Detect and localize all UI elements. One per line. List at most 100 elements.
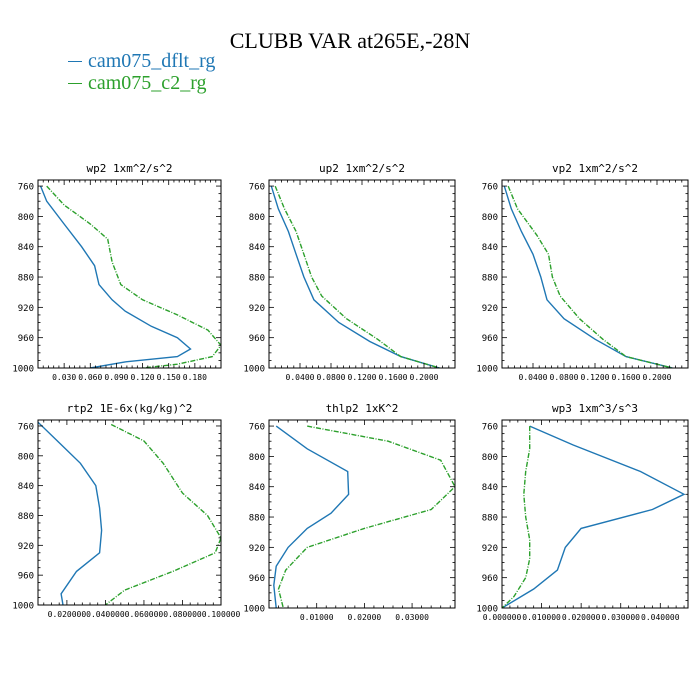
x-tick-label: 0.180 [183, 373, 207, 382]
y-tick-label: 920 [249, 544, 265, 554]
series-line-dflt [502, 425, 686, 608]
y-tick-label: 800 [482, 213, 498, 223]
y-tick-label: 880 [18, 274, 34, 284]
panel-title: vp2 1xm^2/s^2 [552, 162, 638, 175]
y-tick-label: 1000 [12, 602, 34, 612]
series-line-c2 [502, 426, 531, 608]
y-tick-label: 760 [249, 183, 265, 193]
series-line-dflt [38, 421, 103, 605]
y-tick-label: 1000 [476, 605, 498, 615]
chart-panel-2: vp2 1xm^2/s^2 760 800 840 880 920 960 1000 0.040… [476, 162, 689, 382]
y-tick-label: 800 [18, 452, 34, 462]
y-tick-label: 1000 [243, 605, 265, 615]
series-line-c2 [46, 185, 221, 368]
chart-panel-1: up2 1xm^2/s^2 760 800 840 880 920 960 1000 0.040… [243, 162, 456, 382]
y-tick-label: 760 [18, 422, 34, 432]
chart-panel-0: wp2 1xm^2/s^2 760 800 840 880 920 960 1000 0.030… [12, 162, 222, 382]
x-tick-label: 0.120 [131, 373, 155, 382]
x-tick-label: 0.02000 [348, 613, 382, 622]
y-tick-label: 920 [482, 544, 498, 554]
x-tick-label: 0.01000 [300, 613, 334, 622]
x-tick-label: 0.030000 [601, 613, 640, 622]
legend-item-c2: cam075_c2_rg [68, 72, 215, 94]
x-tick-label: 0.000000 [483, 613, 522, 622]
series-line-c2 [274, 185, 440, 368]
y-tick-label: 960 [18, 334, 34, 344]
plot-frame [268, 179, 456, 369]
x-tick-label: 0.090 [104, 373, 128, 382]
series-line-dflt [503, 185, 673, 368]
y-tick-label: 960 [249, 334, 265, 344]
x-tick-label: 0.030 [52, 373, 76, 382]
panel-title: thlp2 1xK^2 [326, 402, 399, 415]
figure-title: CLUBB VAR at265E,-28N [229, 28, 471, 53]
panel-title: up2 1xm^2/s^2 [319, 162, 405, 175]
y-tick-label: 840 [18, 243, 34, 253]
panel-title: rtp2 1E-6x(kg/kg)^2 [67, 402, 193, 415]
y-tick-label: 840 [482, 483, 498, 493]
panel-title: wp2 1xm^2/s^2 [86, 162, 172, 175]
y-tick-label: 960 [482, 334, 498, 344]
y-tick-label: 920 [18, 542, 34, 552]
chart-panel-3: rtp2 1E-6x(kg/kg)^2 760 800 840 880 920 960 100… [12, 402, 240, 619]
y-tick-label: 880 [482, 274, 498, 284]
x-tick-label: 0.010000 [522, 613, 561, 622]
y-tick-label: 880 [249, 514, 265, 524]
legend-label-c2: cam075_c2_rg [88, 71, 207, 94]
plot-frame [501, 419, 689, 609]
y-tick-label: 800 [249, 213, 265, 223]
y-tick-label: 1000 [476, 365, 498, 375]
y-tick-label: 920 [482, 304, 498, 314]
y-tick-label: 840 [249, 483, 265, 493]
y-tick-label: 880 [482, 514, 498, 524]
plot-frame [37, 419, 222, 606]
x-tick-label: 0.100000 [202, 610, 241, 619]
y-tick-label: 880 [249, 274, 265, 284]
y-tick-label: 840 [18, 482, 34, 492]
y-tick-label: 840 [482, 243, 498, 253]
series-line-dflt [270, 185, 440, 368]
y-tick-label: 760 [482, 423, 498, 433]
x-tick-label: 0.1200 [348, 373, 377, 382]
x-tick-label: 0.1600 [379, 373, 408, 382]
x-tick-label: 0.060 [78, 373, 102, 382]
legend-label-dflt: cam075_dflt_rg [88, 49, 216, 72]
y-tick-label: 920 [18, 304, 34, 314]
y-tick-label: 1000 [12, 365, 34, 375]
plot-frame [37, 179, 222, 369]
x-tick-label: 0.0800 [550, 373, 579, 382]
panel-title: wp3 1xm^3/s^3 [552, 402, 638, 415]
y-tick-label: 1000 [243, 365, 265, 375]
y-tick-label: 960 [249, 574, 265, 584]
series-line-c2 [104, 423, 221, 605]
legend-swatch-c2 [68, 82, 82, 84]
x-tick-label: 0.020000 [48, 610, 87, 619]
x-tick-label: 0.060000 [125, 610, 164, 619]
y-tick-label: 880 [18, 512, 34, 522]
plot-frame [268, 419, 456, 609]
y-tick-label: 960 [482, 574, 498, 584]
legend-swatch-dflt [68, 60, 82, 62]
series-line-c2 [277, 425, 455, 608]
x-tick-label: 0.1200 [581, 373, 610, 382]
series-line-dflt [39, 185, 192, 368]
x-tick-label: 0.03000 [395, 613, 429, 622]
y-tick-label: 800 [482, 453, 498, 463]
x-tick-label: 0.0400 [519, 373, 548, 382]
chart-panel-5: wp3 1xm^3/s^3 760 800 840 880 920 960 10000.000… [476, 402, 689, 622]
x-tick-label: 0.2000 [643, 373, 672, 382]
x-tick-label: 0.040000 [641, 613, 680, 622]
legend: cam075_dflt_rg cam075_c2_rg [68, 50, 215, 94]
y-tick-label: 760 [249, 423, 265, 433]
x-tick-label: 0.2000 [410, 373, 439, 382]
chart-panel-4: thlp2 1xK^2 760 800 840 880 920 960 1000 0.01000… [243, 402, 456, 622]
x-tick-label: 0.020000 [562, 613, 601, 622]
x-tick-label: 0.1600 [612, 373, 641, 382]
series-line-dflt [273, 425, 350, 608]
x-tick-label: 0.040000 [86, 610, 125, 619]
y-tick-label: 760 [482, 183, 498, 193]
y-tick-label: 760 [18, 183, 34, 193]
y-tick-label: 920 [249, 304, 265, 314]
y-tick-label: 840 [249, 243, 265, 253]
